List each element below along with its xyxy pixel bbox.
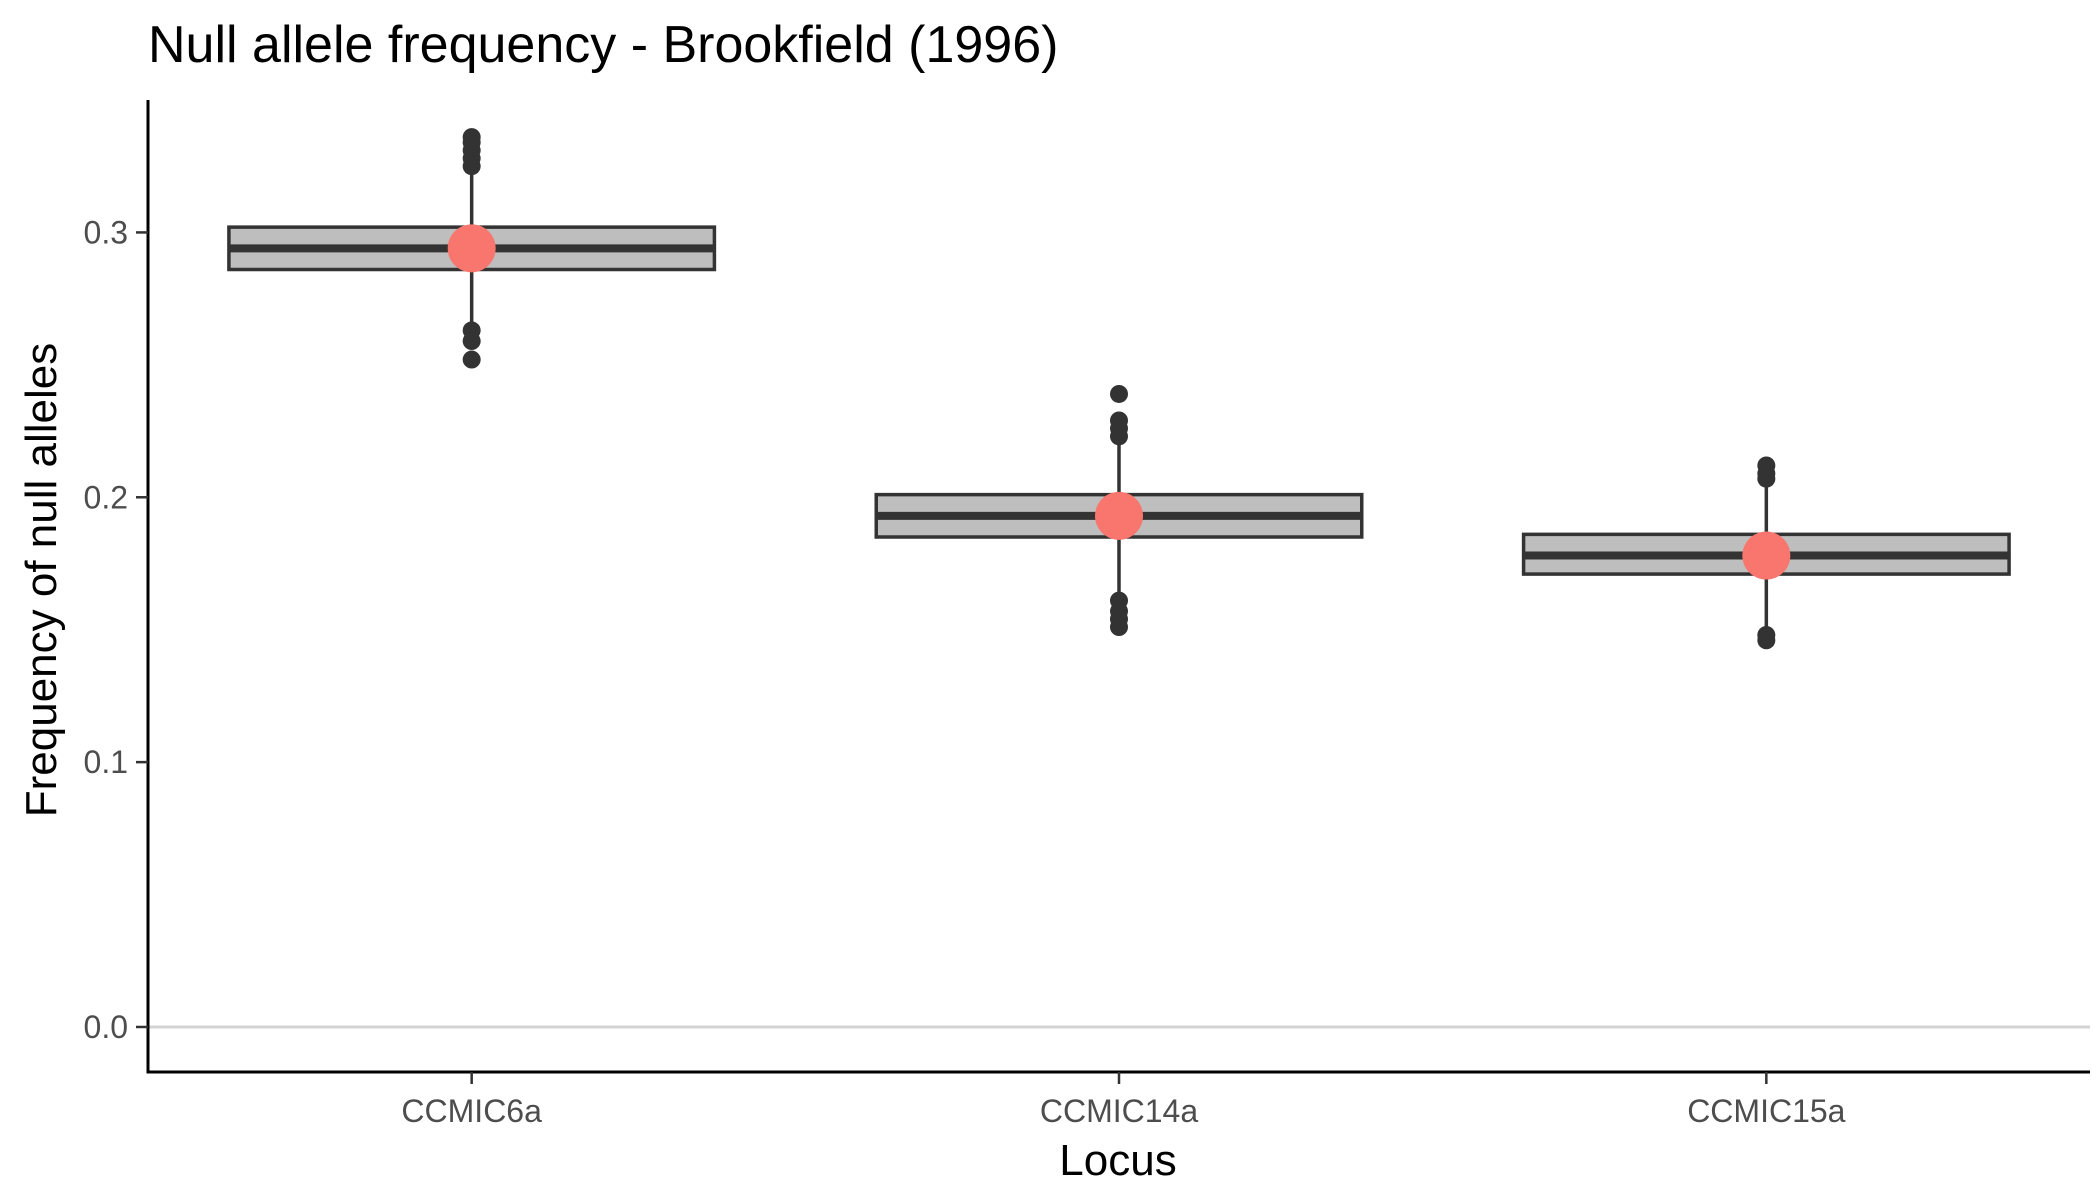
point-estimate: [1095, 491, 1143, 540]
y-tick-label: 0.0: [84, 1009, 128, 1045]
y-tick-label: 0.2: [84, 479, 128, 515]
outlier-point: [462, 332, 481, 351]
outlier-point: [462, 350, 481, 369]
outlier-point: [1757, 469, 1776, 488]
outlier-point: [1110, 427, 1128, 446]
y-tick-label: 0.3: [84, 214, 128, 250]
outlier-point: [462, 157, 481, 176]
y-tick-label: 0.1: [84, 744, 128, 780]
x-tick-label: CCMIC14a: [1040, 1093, 1198, 1129]
outlier-point: [1757, 631, 1776, 650]
y-axis-title: Frequency of null alleles: [17, 343, 66, 817]
x-axis-title: Locus: [1059, 1136, 1176, 1185]
x-tick-label: CCMIC15a: [1687, 1093, 1845, 1129]
point-estimate: [447, 224, 496, 273]
outlier-point: [1110, 384, 1128, 403]
plot-area: 0.0 0.1 0.2 0.3 CCMIC6a CCMIC14a CCMIC15a: [84, 100, 2090, 1129]
x-tick-label: CCMIC6a: [401, 1093, 542, 1129]
chart-title: Null allele frequency - Brookfield (1996…: [148, 16, 1058, 74]
point-estimate: [1742, 531, 1791, 580]
outlier-point: [1110, 618, 1128, 637]
